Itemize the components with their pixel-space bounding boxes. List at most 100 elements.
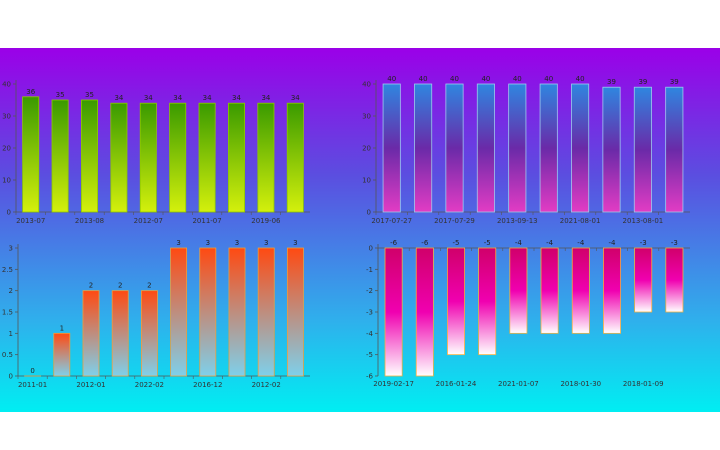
y-tick-label: 10 — [2, 177, 11, 185]
data-label: 34 — [203, 94, 212, 102]
bar — [665, 247, 684, 313]
y-tick-label: 10 — [362, 177, 371, 185]
bar — [540, 247, 559, 334]
data-label: 40 — [387, 75, 396, 83]
y-tick-label: 2.5 — [2, 266, 13, 274]
bar — [571, 247, 590, 334]
x-tick-label: 2013-07 — [16, 217, 45, 225]
bar — [447, 247, 465, 356]
x-tick-label: 2021-08-01 — [560, 217, 601, 225]
data-label: 0 — [30, 367, 34, 375]
chart-dashboard: 0 10 20 30 40 36 2013-07 35 35 2013-08 34 34 2012-07… — [0, 48, 720, 412]
bar — [170, 247, 188, 377]
bar — [81, 99, 98, 213]
bar — [199, 247, 217, 377]
bar-chart-bottom-left: 0 0.5 1 1.5 2 2.5 3 0 2011-01 1 2 2012-01 2 2 2022-02 3… — [2, 239, 310, 389]
x-tick-label: 2012-01 — [76, 381, 105, 389]
bar — [633, 86, 652, 213]
data-label: -4 — [546, 239, 554, 247]
data-label: -6 — [390, 239, 398, 247]
y-tick-label: -1 — [366, 266, 373, 274]
bar — [602, 86, 621, 213]
data-label: 2 — [147, 282, 151, 290]
data-label: 34 — [114, 94, 123, 102]
data-label: 35 — [56, 91, 65, 99]
data-label: -3 — [640, 239, 647, 247]
data-label: 3 — [264, 239, 268, 247]
data-label: 2 — [118, 282, 122, 290]
bar — [445, 83, 464, 213]
data-label: -5 — [484, 239, 491, 247]
bar — [286, 247, 304, 377]
x-tick-label: 2019-02-17 — [373, 380, 414, 388]
y-tick-label: -5 — [366, 351, 373, 359]
x-tick-label: 2018-01-30 — [560, 380, 601, 388]
data-label: 40 — [419, 75, 428, 83]
x-tick-label: 2019-06 — [251, 217, 281, 225]
y-tick-label: 30 — [362, 113, 371, 121]
data-label: 1 — [60, 324, 64, 332]
bar — [665, 86, 684, 213]
y-tick-label: 2 — [9, 287, 13, 295]
bar — [82, 290, 100, 377]
bar — [508, 83, 527, 213]
bar — [139, 102, 157, 213]
data-label: 34 — [144, 94, 153, 102]
bar — [286, 102, 304, 213]
y-tick-label: 0 — [369, 245, 373, 253]
data-label: -4 — [577, 239, 585, 247]
data-label: 34 — [232, 94, 241, 102]
x-tick-label: 2012-02 — [252, 381, 281, 389]
data-label: -6 — [421, 239, 429, 247]
data-label: 40 — [544, 75, 553, 83]
data-label: 40 — [450, 75, 459, 83]
bar — [228, 247, 246, 377]
x-tick-label: 2013-09-13 — [497, 217, 538, 225]
y-tick-label: 1.5 — [2, 309, 13, 317]
bar-chart-top-left: 0 10 20 30 40 36 2013-07 35 35 2013-08 34 34 2012-07… — [2, 80, 310, 225]
y-tick-label: 20 — [362, 145, 371, 153]
data-label: 3 — [206, 239, 210, 247]
y-tick-label: 20 — [2, 145, 11, 153]
bar — [140, 290, 158, 377]
data-label: 40 — [513, 75, 522, 83]
data-label: 34 — [173, 94, 182, 102]
x-tick-label: 2017-07-29 — [434, 217, 475, 225]
data-label: 39 — [670, 78, 679, 86]
data-label: 36 — [26, 88, 35, 96]
bar — [382, 83, 401, 213]
data-label: 39 — [607, 78, 616, 86]
data-label: 3 — [293, 239, 297, 247]
bar — [384, 247, 403, 377]
y-tick-label: 0 — [7, 209, 11, 217]
y-tick-label: 40 — [362, 81, 371, 89]
data-label: 3 — [235, 239, 239, 247]
x-tick-label: 2017-07-27 — [371, 217, 412, 225]
y-tick-label: 0 — [9, 373, 13, 381]
bar — [51, 99, 69, 213]
y-tick-label: 3 — [9, 245, 13, 253]
bar — [539, 83, 558, 213]
bar — [478, 247, 497, 356]
bar — [22, 96, 40, 213]
bar — [603, 247, 621, 334]
bar — [111, 290, 129, 377]
bar — [169, 102, 187, 213]
x-tick-label: 2011-07 — [192, 217, 221, 225]
bar-chart-top-right: 0 10 20 30 40 40 2017-07-27 40 40 2017-07-29 40 40 2… — [362, 75, 690, 225]
data-label: 2 — [89, 282, 93, 290]
data-label: 39 — [638, 78, 647, 86]
bar — [509, 247, 528, 334]
data-label: -4 — [609, 239, 617, 247]
x-tick-label: 2011-01 — [18, 381, 47, 389]
data-label: -3 — [671, 239, 678, 247]
x-tick-label: 2016-01-24 — [436, 380, 477, 388]
y-tick-label: -3 — [366, 309, 373, 317]
bar — [257, 102, 275, 213]
bar — [198, 102, 216, 213]
x-tick-label: 2012-07 — [134, 217, 163, 225]
y-tick-label: -4 — [366, 330, 374, 338]
bar — [228, 102, 245, 213]
data-label: 34 — [291, 94, 300, 102]
